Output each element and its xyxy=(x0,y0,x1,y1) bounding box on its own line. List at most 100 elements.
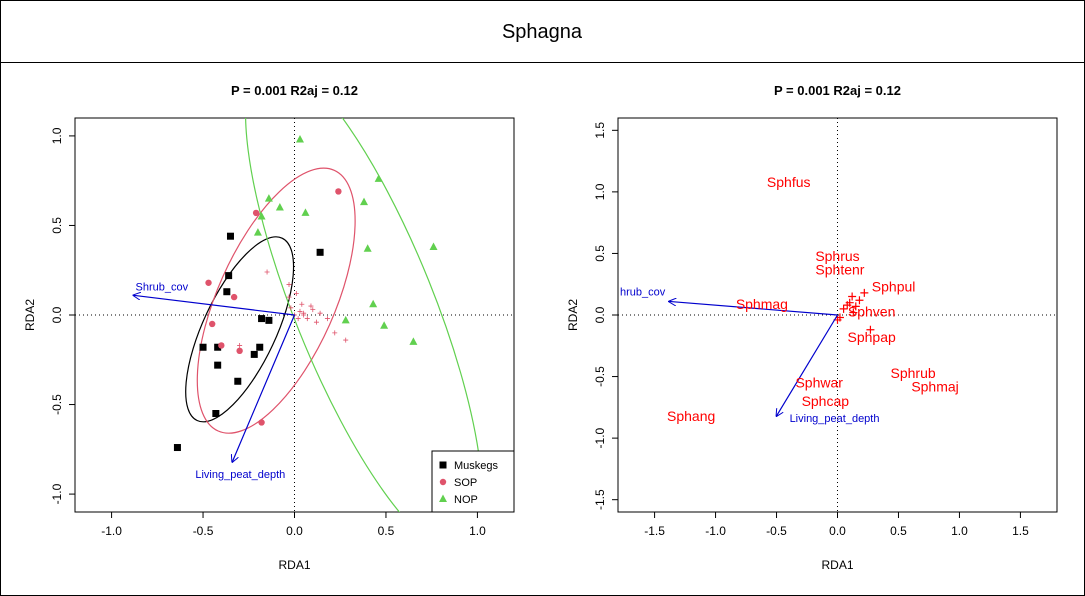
point-nop xyxy=(253,228,262,236)
y-tick-label: 0.5 xyxy=(50,217,64,234)
arrow-living-peat-depth xyxy=(777,314,839,416)
point-muskegs xyxy=(226,232,234,240)
point-muskegs xyxy=(223,288,231,296)
species-plus xyxy=(851,302,860,311)
point-species xyxy=(304,316,310,322)
point-species xyxy=(293,291,299,297)
point-muskegs xyxy=(265,316,273,324)
legend-label: SOP xyxy=(454,477,477,489)
species-label-sphtenr: Sphtenr xyxy=(815,261,864,277)
point-sop xyxy=(258,419,265,426)
y-tick-label: -1.0 xyxy=(50,483,64,504)
y-tick-label: -1.0 xyxy=(593,427,607,448)
species-label-sphmag: Sphmag xyxy=(736,296,788,312)
point-muskegs xyxy=(316,248,324,256)
point-muskegs xyxy=(234,377,242,385)
x-tick-label: 1.0 xyxy=(951,524,968,538)
species-label-sphrub: Sphrub xyxy=(891,365,936,381)
legend-marker-sop xyxy=(439,478,447,486)
x-tick-label: 0.5 xyxy=(890,524,907,538)
arrow-hrub-cov xyxy=(669,301,838,316)
y-axis-label: RDA2 xyxy=(23,299,37,331)
panel-title: P = 0.001 R2aj = 0.12 xyxy=(231,83,358,98)
legend: Muskegs SOP NOP xyxy=(431,450,515,513)
species-plus xyxy=(849,308,858,317)
point-species xyxy=(264,269,270,275)
legend-marker-nop xyxy=(439,494,447,502)
species-label-sphwar: Sphwar xyxy=(795,375,843,391)
point-muskegs xyxy=(214,343,222,351)
point-muskegs xyxy=(258,315,266,323)
point-sop xyxy=(335,188,342,195)
legend-label: Muskegs xyxy=(454,460,499,472)
x-axis-label: RDA1 xyxy=(278,558,310,572)
y-tick-label: 1.0 xyxy=(50,127,64,144)
x-tick-label: 0.0 xyxy=(286,524,303,538)
point-species xyxy=(286,282,292,288)
panel-title: P = 0.001 R2aj = 0.12 xyxy=(774,83,901,98)
y-tick-label: -1.5 xyxy=(593,489,607,510)
arrow-label-shrub-cov: Shrub_cov xyxy=(136,281,189,293)
point-nop xyxy=(275,203,284,211)
point-muskegs xyxy=(256,343,264,351)
point-species xyxy=(317,310,323,316)
point-nop xyxy=(341,315,350,324)
x-tick-label: -0.5 xyxy=(193,524,214,538)
point-muskegs xyxy=(199,343,207,351)
point-species xyxy=(295,316,301,322)
species-label-sphcap: Sphcap xyxy=(802,393,850,409)
point-muskegs xyxy=(214,361,222,369)
point-nop xyxy=(429,242,438,250)
point-sop xyxy=(208,320,216,328)
plot-area xyxy=(833,288,875,334)
y-tick-label: 0.0 xyxy=(593,306,607,323)
point-species xyxy=(343,337,349,343)
species-plus xyxy=(860,288,869,297)
y-tick-label: -0.5 xyxy=(593,366,607,387)
point-species xyxy=(313,319,319,325)
species-label-sphpap: Sphpap xyxy=(848,329,896,345)
x-tick-label: -1.0 xyxy=(705,524,726,538)
arrow-living-peat-depth xyxy=(232,314,296,462)
point-nop xyxy=(301,208,310,216)
point-muskegs xyxy=(173,444,181,452)
arrow-shrub-cov xyxy=(134,295,295,316)
point-species xyxy=(299,301,305,307)
point-species xyxy=(310,307,316,313)
species-plus xyxy=(843,301,852,310)
arrow-label-shrub-cov: hrub_cov xyxy=(620,286,666,298)
point-nop xyxy=(374,174,383,182)
ellipse-nop xyxy=(244,118,484,512)
species-label-sphven: Sphven xyxy=(848,303,895,319)
point-sop xyxy=(205,279,212,286)
point-sop xyxy=(236,347,243,355)
left-panel: P = 0.001 R2aj = 0.12 -1.0 -0.5 0.0 0.5 1.0 -1… xyxy=(23,83,515,572)
point-species xyxy=(324,316,330,322)
x-tick-label: -0.5 xyxy=(766,524,787,538)
figure-title: Sphagna xyxy=(502,21,583,43)
point-nop xyxy=(409,337,418,345)
point-sop xyxy=(230,293,238,301)
plot-area xyxy=(173,118,484,512)
x-tick-label: 0.5 xyxy=(378,524,395,538)
point-species xyxy=(332,330,338,336)
species-label-sphpul: Sphpul xyxy=(872,279,916,295)
point-nop xyxy=(360,197,369,206)
species-label-sphang: Sphang xyxy=(667,408,715,424)
point-nop xyxy=(264,194,273,202)
y-tick-label: 0.5 xyxy=(593,245,607,262)
y-tick-label: -0.5 xyxy=(50,394,64,415)
species-plus xyxy=(855,296,864,305)
species-label-sphrus: Sphrus xyxy=(815,248,859,264)
right-panel: P = 0.001 R2aj = 0.12 -1.5 -1.0 -0.5 0.0 0.5 1… xyxy=(566,83,1058,572)
point-muskegs xyxy=(225,272,233,280)
x-tick-label: 1.5 xyxy=(1012,524,1029,538)
point-species xyxy=(288,305,294,311)
point-species xyxy=(301,312,307,318)
x-tick-label: 1.0 xyxy=(469,524,486,538)
species-plus xyxy=(866,325,875,334)
point-nop xyxy=(295,134,304,143)
species-plus xyxy=(839,304,848,313)
